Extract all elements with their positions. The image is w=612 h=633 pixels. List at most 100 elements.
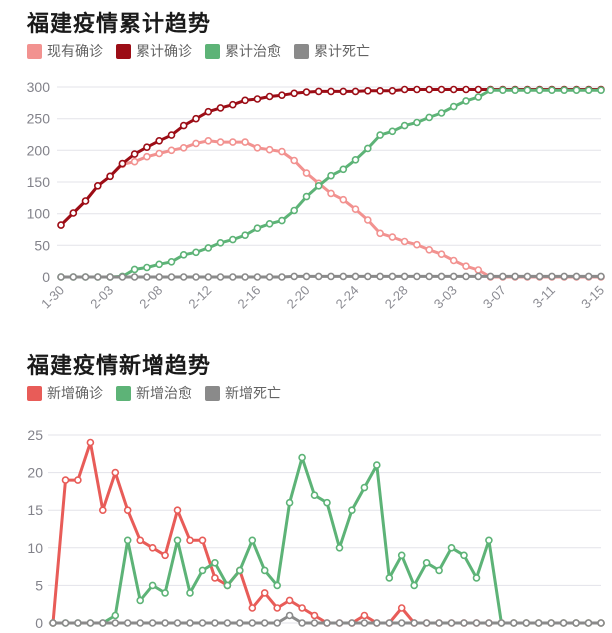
data-point-marker[interactable] [472,574,481,582]
data-point-marker[interactable] [86,438,95,447]
data-point-marker[interactable] [523,86,532,95]
data-point-marker[interactable] [400,272,409,281]
data-point-marker[interactable] [155,149,163,158]
data-point-marker[interactable] [572,272,581,281]
data-point-marker[interactable] [388,127,397,136]
data-point-marker[interactable] [314,182,323,190]
data-point-marker[interactable] [167,146,176,155]
data-point-marker[interactable] [216,273,225,281]
series-markers-cumulative-confirmed[interactable] [57,85,605,229]
data-point-marker[interactable] [106,273,114,281]
data-point-marker[interactable] [204,244,213,252]
data-point-marker[interactable] [273,619,282,627]
data-point-marker[interactable] [74,619,82,627]
data-point-marker[interactable] [265,220,274,228]
data-point-marker[interactable] [339,195,348,204]
data-point-marker[interactable] [290,206,299,215]
data-point-marker[interactable] [61,619,70,627]
data-point-marker[interactable] [535,86,544,95]
series-line-new-cured[interactable] [51,456,603,625]
data-point-marker[interactable] [388,272,397,281]
data-point-marker[interactable] [86,619,95,627]
data-point-marker[interactable] [229,138,237,146]
cumulative-trend-chart[interactable]: 0 50 100 150 200 250 300 1-30 2-03 2-08 2-12 2-16 2-… [0,60,612,328]
data-point-marker[interactable] [597,272,605,281]
data-point-marker[interactable] [179,251,188,259]
legend-item-cumulative-confirmed[interactable]: 累计确诊 [116,41,192,61]
data-point-marker[interactable] [106,172,114,181]
data-point-marker[interactable] [229,273,237,281]
data-point-marker[interactable] [388,233,397,241]
legend-item-new-deaths[interactable]: 新增死亡 [205,383,281,403]
data-point-marker[interactable] [547,619,556,627]
data-point-marker[interactable] [192,114,200,123]
data-point-marker[interactable] [348,619,356,627]
data-point-marker[interactable] [260,589,269,597]
data-point-marker[interactable] [584,619,593,627]
data-point-marker[interactable] [204,107,213,116]
series-markers-new-cured[interactable] [49,453,605,627]
data-point-marker[interactable] [167,273,176,281]
data-point-marker[interactable] [302,88,311,96]
data-point-marker[interactable] [511,272,519,281]
data-point-marker[interactable] [486,272,495,281]
data-point-marker[interactable] [363,144,372,153]
legend-item-new-confirmed[interactable]: 新增确诊 [27,383,103,403]
data-point-marker[interactable] [143,143,151,151]
data-point-marker[interactable] [323,498,331,507]
data-point-marker[interactable] [186,589,194,597]
data-point-marker[interactable] [425,246,434,254]
data-point-marker[interactable] [485,619,493,627]
data-point-marker[interactable] [179,121,188,130]
data-point-marker[interactable] [173,506,182,514]
data-point-marker[interactable] [360,619,369,627]
data-point-marker[interactable] [57,273,65,281]
legend-item-cumulative-deaths[interactable]: 累计死亡 [294,41,370,61]
data-point-marker[interactable] [186,536,194,545]
data-point-marker[interactable] [572,86,581,95]
data-point-marker[interactable] [425,272,434,281]
data-point-marker[interactable] [278,147,286,156]
data-point-marker[interactable] [360,611,369,620]
legend-item-cumulative-cured[interactable]: 累计治愈 [205,41,281,61]
data-point-marker[interactable] [69,209,78,217]
data-point-marker[interactable] [302,169,311,177]
data-point-marker[interactable] [81,197,90,205]
data-point-marker[interactable] [437,250,446,258]
data-point-marker[interactable] [385,574,394,582]
data-point-marker[interactable] [143,263,151,272]
data-point-marker[interactable] [155,137,163,145]
data-point-marker[interactable] [511,86,519,95]
data-point-marker[interactable] [192,139,200,148]
data-point-marker[interactable] [376,131,384,139]
data-point-marker[interactable] [302,192,311,201]
data-point-marker[interactable] [49,619,57,627]
data-point-marker[interactable] [584,272,593,281]
data-point-marker[interactable] [81,273,90,281]
data-point-marker[interactable] [236,619,244,627]
data-point-marker[interactable] [385,619,394,627]
data-point-marker[interactable] [167,131,176,139]
data-point-marker[interactable] [285,611,294,620]
data-point-marker[interactable] [216,138,225,146]
series-line-existing-confirmed[interactable] [59,139,603,279]
data-point-marker[interactable] [198,619,207,627]
data-point-marker[interactable] [273,581,282,590]
data-point-marker[interactable] [437,109,446,117]
data-point-marker[interactable] [290,89,299,98]
data-point-marker[interactable] [130,157,139,166]
data-point-marker[interactable] [314,87,323,96]
data-point-marker[interactable] [99,506,107,514]
data-point-marker[interactable] [447,544,456,552]
data-point-marker[interactable] [460,619,468,627]
data-point-marker[interactable] [111,619,120,627]
data-point-marker[interactable] [339,165,348,174]
data-point-marker[interactable] [99,619,107,627]
data-point-marker[interactable] [173,619,182,627]
data-point-marker[interactable] [118,159,127,168]
data-point-marker[interactable] [57,221,65,229]
data-point-marker[interactable] [474,85,483,94]
data-point-marker[interactable] [363,216,372,224]
data-point-marker[interactable] [351,156,360,164]
data-point-marker[interactable] [130,150,139,158]
